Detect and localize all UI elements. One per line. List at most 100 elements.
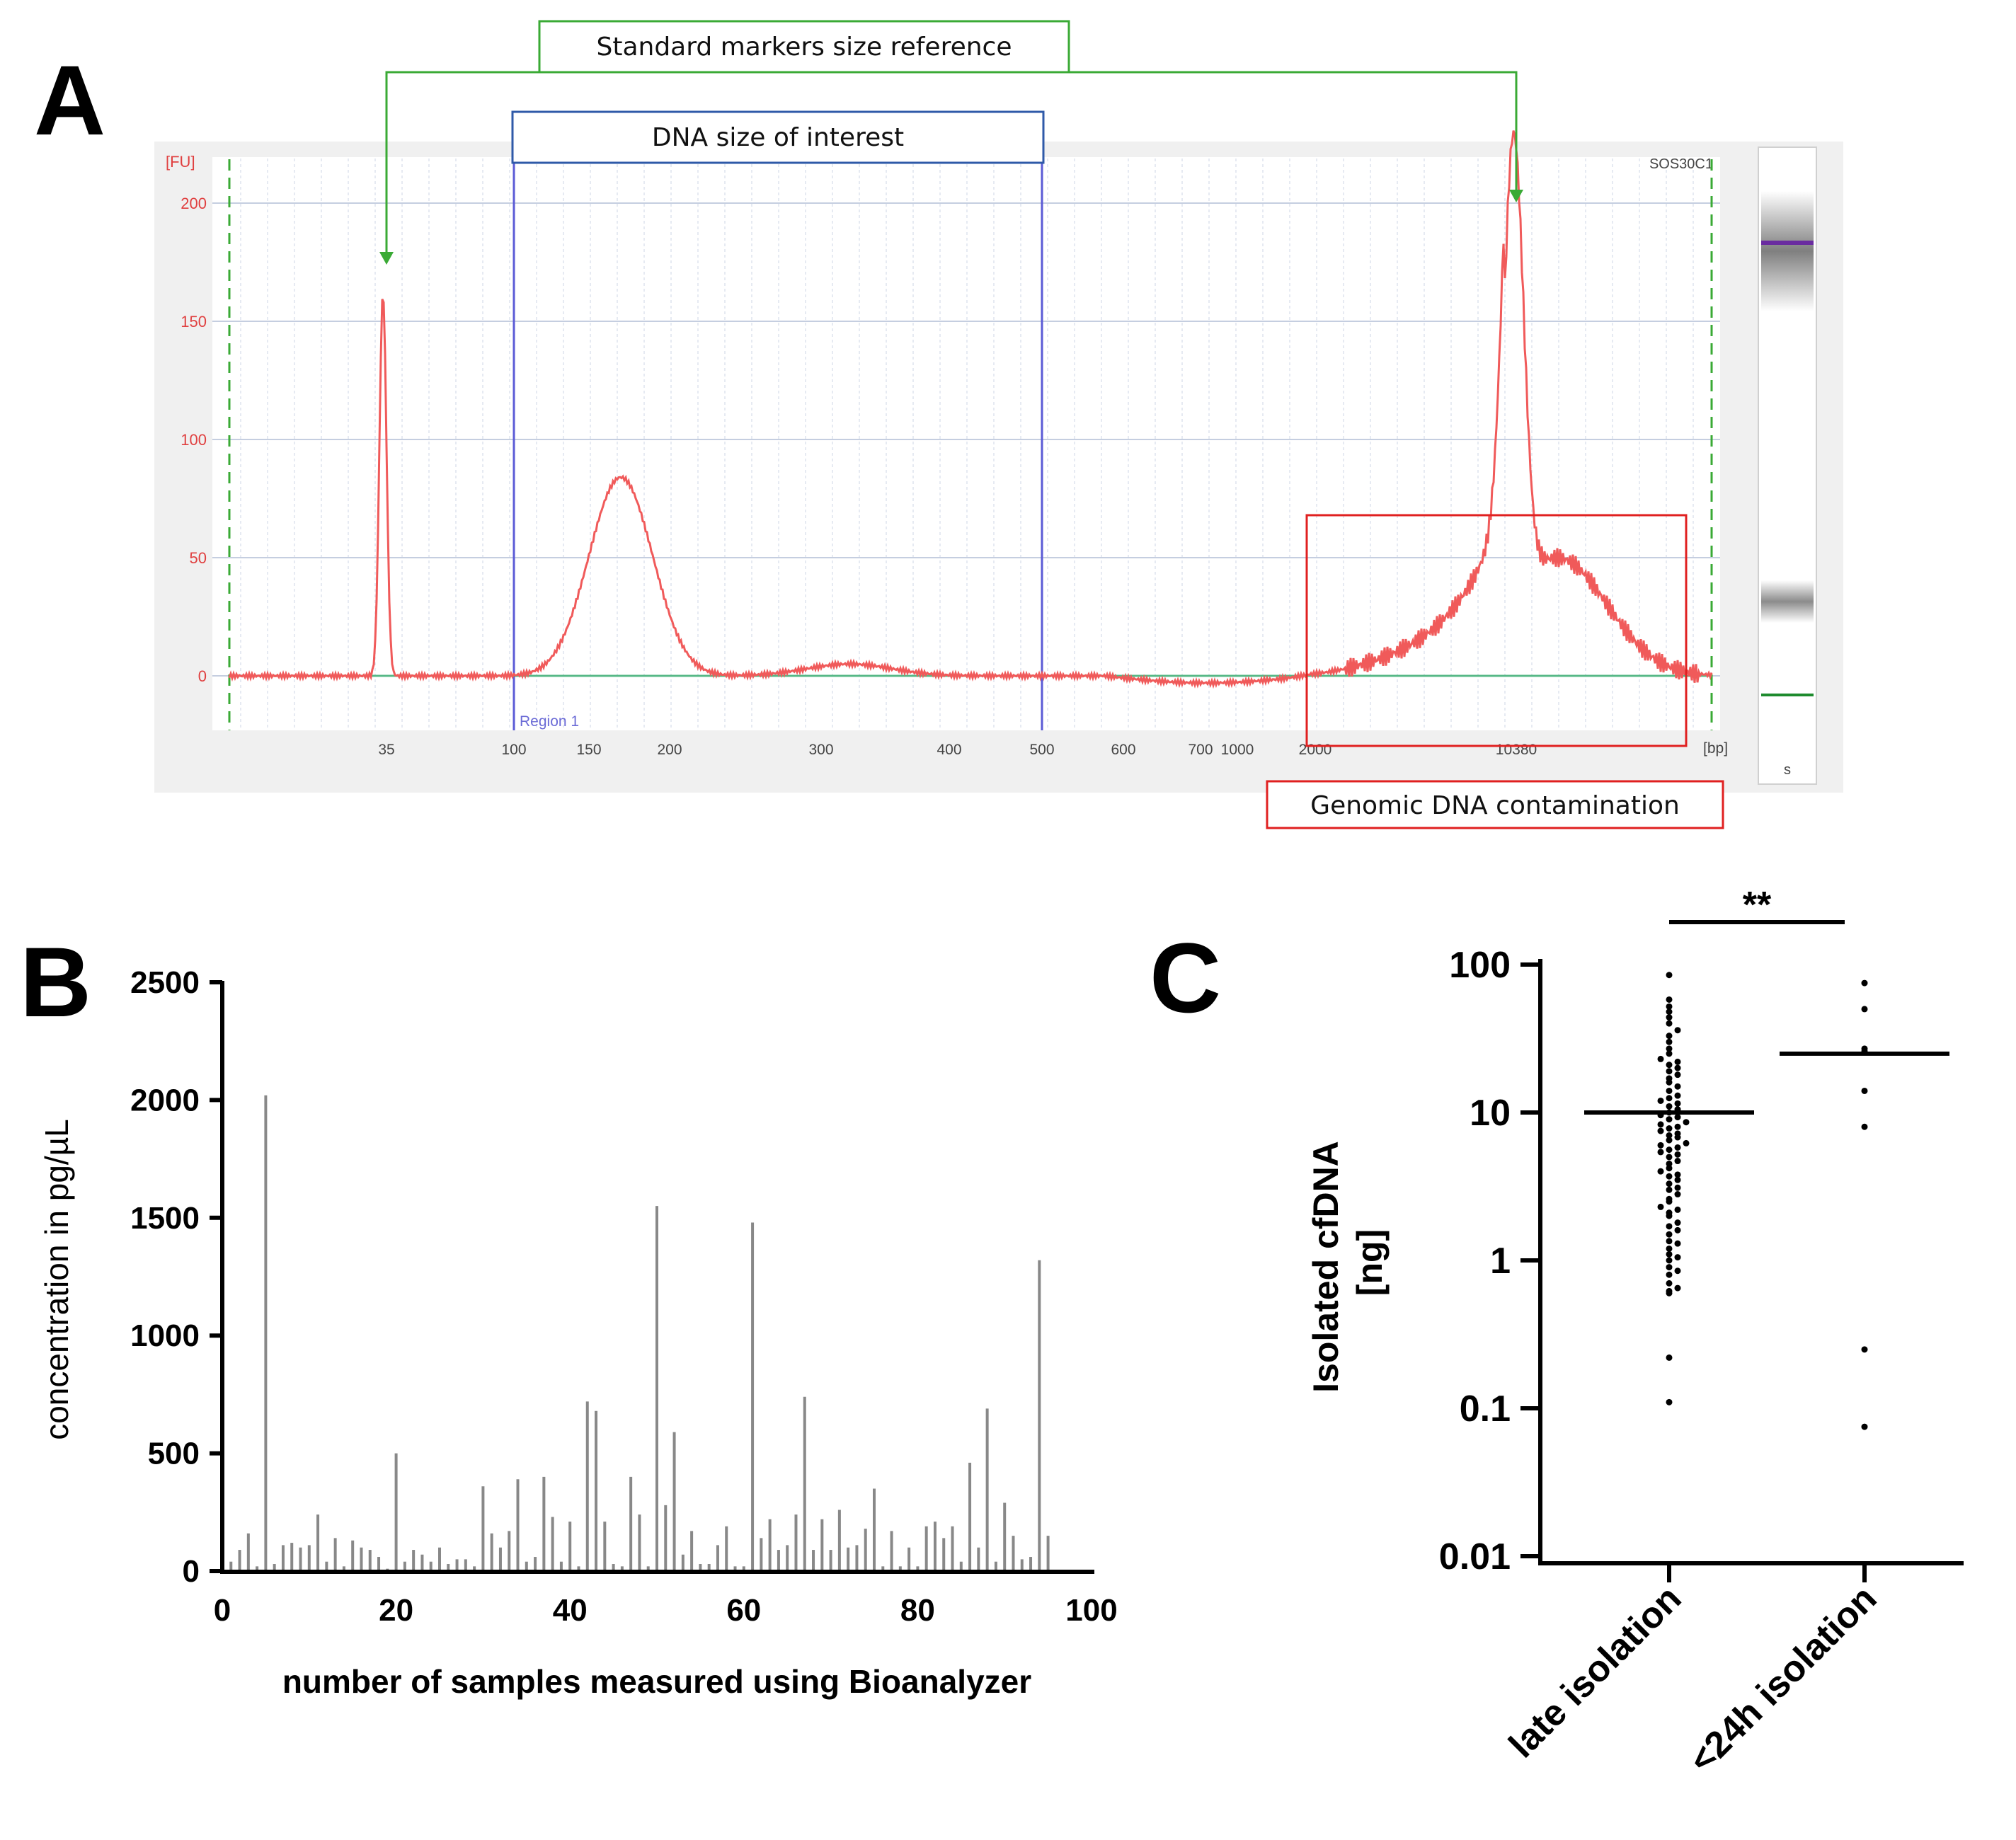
data-point: [1666, 1223, 1673, 1230]
data-point: [1674, 1114, 1681, 1121]
data-point: [1666, 1354, 1673, 1361]
data-point: [1666, 1020, 1673, 1027]
y-tick-label: 50: [190, 549, 207, 567]
data-point: [1666, 1257, 1673, 1264]
y-ticks-c: 0.01 0.1 1 10 100: [1439, 945, 1540, 1577]
y-unit-label: [FU]: [166, 153, 195, 171]
data-point: [1861, 1087, 1868, 1094]
x-tick-label: 300: [808, 742, 833, 758]
data-point: [1674, 1240, 1681, 1247]
x-axis-title-b: number of samples measured using Bioanal…: [282, 1663, 1031, 1700]
x-tick-label: 100: [501, 742, 526, 758]
data-point: [1861, 1045, 1868, 1052]
y-tick-label: 0: [183, 1554, 200, 1589]
data-point: [1657, 1149, 1664, 1156]
y-tick-label: 1500: [130, 1201, 200, 1236]
data-point: [1666, 1160, 1673, 1167]
x-tick-label: 1000: [1221, 742, 1254, 758]
region-label: Region 1: [520, 713, 579, 730]
data-point: [1674, 1123, 1681, 1130]
y-axis-title-b: concentration in pg/µL: [38, 1119, 75, 1440]
y-tick-label: 2500: [130, 965, 200, 1000]
gel-label: s: [1784, 762, 1791, 778]
data-point: [1666, 1264, 1673, 1271]
data-point: [1657, 1127, 1664, 1134]
gel-label-box: [1765, 759, 1809, 780]
y-tick-label: 0: [198, 667, 207, 685]
data-point: [1666, 972, 1673, 979]
gel-band-lower: [1761, 580, 1814, 623]
x-tick-label: 80: [900, 1593, 935, 1628]
data-point: [1674, 1092, 1681, 1099]
y-tick-label: 0.1: [1460, 1388, 1511, 1430]
data-point: [1657, 1168, 1664, 1175]
data-point: [1666, 1165, 1673, 1172]
data-point: [1674, 1254, 1681, 1261]
x-tick-label: <24h isolation: [1681, 1577, 1884, 1781]
data-point: [1674, 1219, 1681, 1226]
data-point: [1861, 1006, 1868, 1013]
x-tick-label: 2000: [1299, 742, 1332, 758]
gel-band-purple-marker: [1761, 241, 1814, 245]
data-point: [1674, 1100, 1681, 1107]
data-point: [1674, 1027, 1681, 1034]
gel-band-green-marker: [1761, 694, 1814, 696]
data-point: [1666, 1180, 1673, 1188]
data-point: [1683, 1139, 1690, 1146]
data-point: [1674, 1267, 1681, 1275]
data-point: [1666, 1116, 1673, 1123]
data-point: [1657, 1121, 1664, 1128]
lower-marker-arrowhead: [379, 252, 394, 265]
data-point: [1666, 1095, 1673, 1102]
bar-series: [229, 1095, 1050, 1571]
data-point: [1674, 1130, 1681, 1137]
data-point: [1666, 1003, 1673, 1010]
data-point: [1666, 1398, 1673, 1405]
data-point: [1666, 1087, 1673, 1094]
x-tick-label: 600: [1111, 742, 1135, 758]
data-point: [1666, 1038, 1673, 1045]
data-point: [1666, 1238, 1673, 1245]
upper-marker-arrowhead: [1509, 190, 1523, 202]
y-ticks-b: 0 500 1000 1500 2000 2500: [130, 965, 222, 1589]
y-tick-label: 0.01: [1439, 1536, 1511, 1577]
y-tick-label: 150: [181, 313, 207, 330]
markers-annotation: Standard markers size reference: [596, 33, 1012, 62]
y-tick-label: 100: [181, 431, 207, 449]
contamination-annotation-box: [1266, 780, 1724, 829]
data-point: [1666, 1045, 1673, 1052]
panel-b: B 0 500 1000 1500 2000 2500 0 20 40 60 80 100 conc…: [20, 926, 1118, 1700]
data-point: [1666, 1075, 1673, 1082]
data-point: [1674, 1284, 1681, 1292]
data-point: [1666, 1173, 1673, 1180]
x-tick-label: 60: [726, 1593, 761, 1628]
data-point: [1861, 1346, 1868, 1353]
x-tick-label: 0: [214, 1593, 231, 1628]
data-point: [1674, 1206, 1681, 1213]
data-point: [1666, 1280, 1673, 1287]
interest-annotation-box: [511, 110, 1045, 164]
data-point: [1674, 1144, 1681, 1151]
contamination-annotation: Genomic DNA contamination: [1310, 791, 1680, 820]
sample-id: SOS30C1: [1649, 156, 1713, 172]
data-point: [1674, 1191, 1681, 1198]
data-point: [1666, 1068, 1673, 1075]
y-tick-label: 100: [1449, 945, 1511, 986]
y-tick-label: 1000: [130, 1318, 200, 1353]
data-point: [1674, 1184, 1681, 1191]
data-point: [1666, 1154, 1673, 1161]
data-point: [1657, 1097, 1664, 1104]
data-point: [1683, 1119, 1690, 1126]
data-point: [1666, 996, 1673, 1003]
data-point: [1666, 1271, 1673, 1278]
x-tick-label: 20: [379, 1593, 413, 1628]
x-ticks-c: late isolation<24h isolation: [1501, 1563, 1884, 1781]
data-point: [1657, 1203, 1664, 1210]
y-tick-label: 500: [148, 1437, 200, 1471]
data-point: [1674, 1151, 1681, 1158]
data-point: [1666, 1146, 1673, 1154]
data-point: [1657, 1142, 1664, 1149]
data-point: [1666, 1186, 1673, 1193]
data-point: [1674, 1058, 1681, 1065]
